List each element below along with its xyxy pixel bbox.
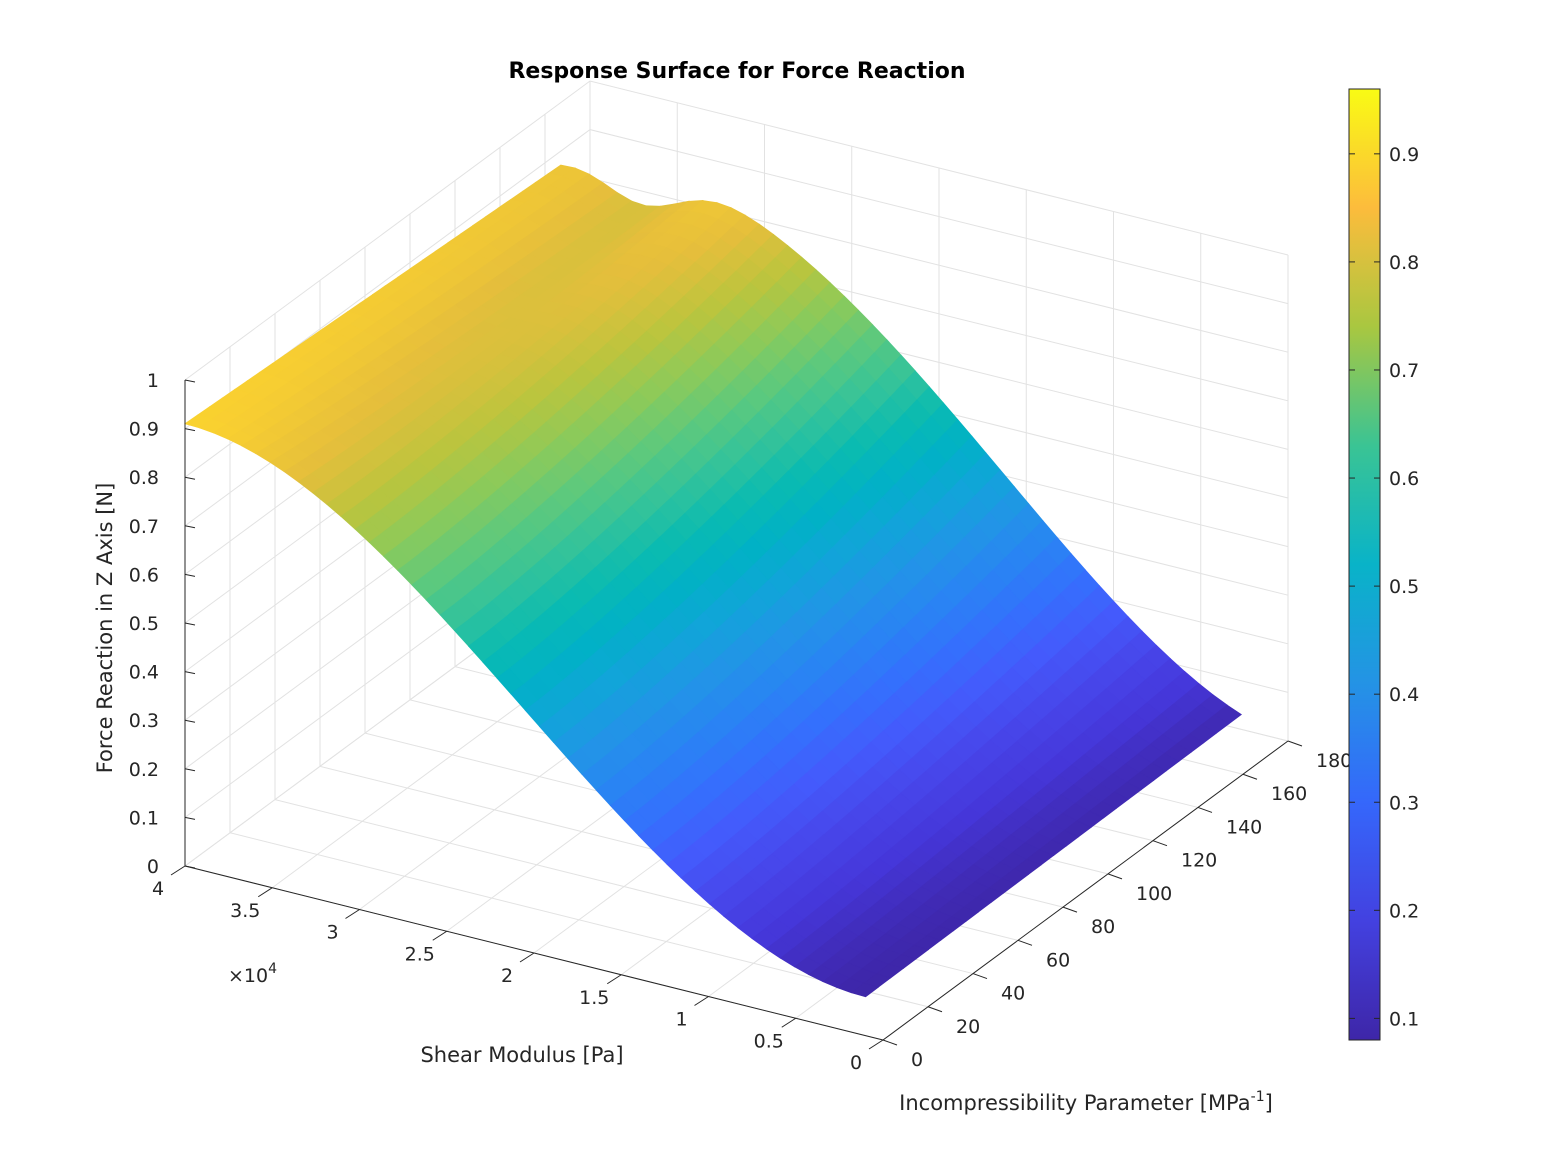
z-tick-mark (184, 719, 196, 723)
y-tick-mark (1017, 939, 1033, 946)
z-tick-mark (184, 525, 196, 529)
y-tick-label: 120 (1181, 850, 1217, 872)
y-tick-label: 60 (1046, 949, 1070, 971)
y-tick-mark (1107, 873, 1123, 880)
colorbar-tick-label: 0.3 (1389, 792, 1419, 814)
z-tick-mark (184, 379, 196, 383)
colorbar-ticks: 0.1 0.2 0.3 0.4 0.5 0.6 0.7 0.8 0.9 (1349, 144, 1419, 1030)
y-tick-mark (1197, 806, 1213, 813)
y-tick-label: 20 (956, 1016, 980, 1038)
z-tick-mark (184, 865, 196, 869)
z-axis-label: Force Reaction in Z Axis [N] (93, 483, 117, 774)
colorbar-tick-label: 0.4 (1389, 684, 1419, 706)
z-tick-label: 0.4 (129, 662, 159, 684)
x-tick-label: 1 (675, 1009, 687, 1031)
z-tick-mark (184, 476, 196, 480)
x-tick-mark (170, 865, 186, 876)
y-tick-label: 100 (1136, 883, 1172, 905)
colorbar (1348, 88, 1381, 1041)
x-axis-label: Shear Modulus [Pa] (420, 1043, 623, 1067)
y-tick-mark (1152, 840, 1168, 847)
y-tick-mark (882, 1039, 898, 1046)
z-tick-label: 0.5 (129, 613, 159, 635)
x-tick-mark (606, 974, 622, 985)
surface-patch (850, 982, 879, 998)
z-tick-mark (184, 671, 196, 675)
x-tick-mark (694, 996, 709, 1006)
y-tick-label: 0 (911, 1049, 923, 1071)
x-multiplier-base: ×10 (228, 965, 268, 987)
x-tick-mark (781, 1017, 797, 1028)
x-tick-mark (257, 887, 273, 898)
z-tick-label: 0 (147, 856, 159, 878)
x-tick-mark (345, 909, 360, 919)
x-axis-multiplier: ×104 (228, 961, 277, 987)
y-axis-ticks: 0 20 40 60 80 100 120 140 160 180 (882, 740, 1352, 1071)
colorbar-tick-label: 0.8 (1389, 252, 1419, 274)
x-multiplier-exponent: 4 (268, 961, 277, 977)
y-tick-label: 180 (1316, 750, 1352, 772)
x-tick-mark (868, 1039, 884, 1050)
grid-line-z (184, 129, 1289, 430)
y-tick-label: 160 (1271, 783, 1307, 805)
x-tick-label: 1.5 (579, 987, 609, 1009)
x-tick-label: 2.5 (405, 943, 435, 965)
z-tick-label: 0.7 (129, 516, 159, 538)
y-axis-label-main: Incompressibility Parameter [MPa (899, 1091, 1251, 1115)
z-tick-mark (184, 768, 196, 772)
y-tick-mark (1242, 773, 1258, 780)
z-axis-ticks: 0 0.1 0.2 0.3 0.4 0.5 0.6 0.7 0.8 0.9 1 (129, 370, 196, 878)
z-tick-label: 0.9 (129, 419, 159, 441)
y-tick-mark (927, 1006, 943, 1013)
colorbar-tick-label: 0.2 (1389, 900, 1419, 922)
z-tick-label: 0.8 (129, 467, 159, 489)
x-tick-label: 0 (850, 1052, 862, 1074)
z-tick-label: 0.1 (129, 807, 159, 829)
x-tick-mark (519, 952, 535, 963)
z-tick-label: 0.2 (129, 759, 159, 781)
z-tick-label: 0.3 (129, 710, 159, 732)
z-tick-mark (184, 573, 196, 577)
colorbar-tick-label: 0.9 (1389, 144, 1419, 166)
z-tick-mark (184, 622, 196, 626)
colorbar-tick-label: 0.5 (1389, 576, 1419, 598)
colorbar-tick-label: 0.1 (1389, 1008, 1419, 1030)
x-tick-label: 3 (326, 922, 338, 944)
chart-title: Response Surface for Force Reaction (508, 59, 965, 84)
y-axis-line (882, 740, 1289, 1041)
x-tick-label: 2 (501, 965, 513, 987)
y-axis-label-end: ] (1265, 1091, 1273, 1115)
x-tick-label: 0.5 (754, 1030, 784, 1052)
y-tick-mark (1062, 906, 1078, 913)
x-axis-ticks: 0 0.5 1 1.5 2 2.5 3 3.5 4 (152, 865, 884, 1074)
z-tick-mark (184, 816, 196, 820)
colorbar-tick-label: 0.6 (1389, 468, 1419, 490)
z-tick-label: 0.6 (129, 564, 159, 586)
x-tick-label: 3.5 (230, 900, 260, 922)
y-axis-label: Incompressibility Parameter [MPa-1] (899, 1089, 1273, 1115)
y-tick-mark (1287, 740, 1303, 747)
z-tick-mark (184, 428, 196, 432)
y-tick-label: 140 (1226, 816, 1262, 838)
z-tick-label: 1 (147, 370, 159, 392)
y-axis-label-superscript: -1 (1251, 1089, 1265, 1105)
response-surface (184, 164, 1242, 998)
grid-line-z (184, 80, 1289, 381)
y-tick-label: 40 (1001, 983, 1025, 1005)
x-tick-mark (432, 930, 448, 941)
y-tick-mark (972, 973, 988, 980)
colorbar-tick-label: 0.7 (1389, 360, 1419, 382)
x-tick-label: 4 (152, 878, 164, 900)
y-tick-label: 80 (1091, 916, 1115, 938)
